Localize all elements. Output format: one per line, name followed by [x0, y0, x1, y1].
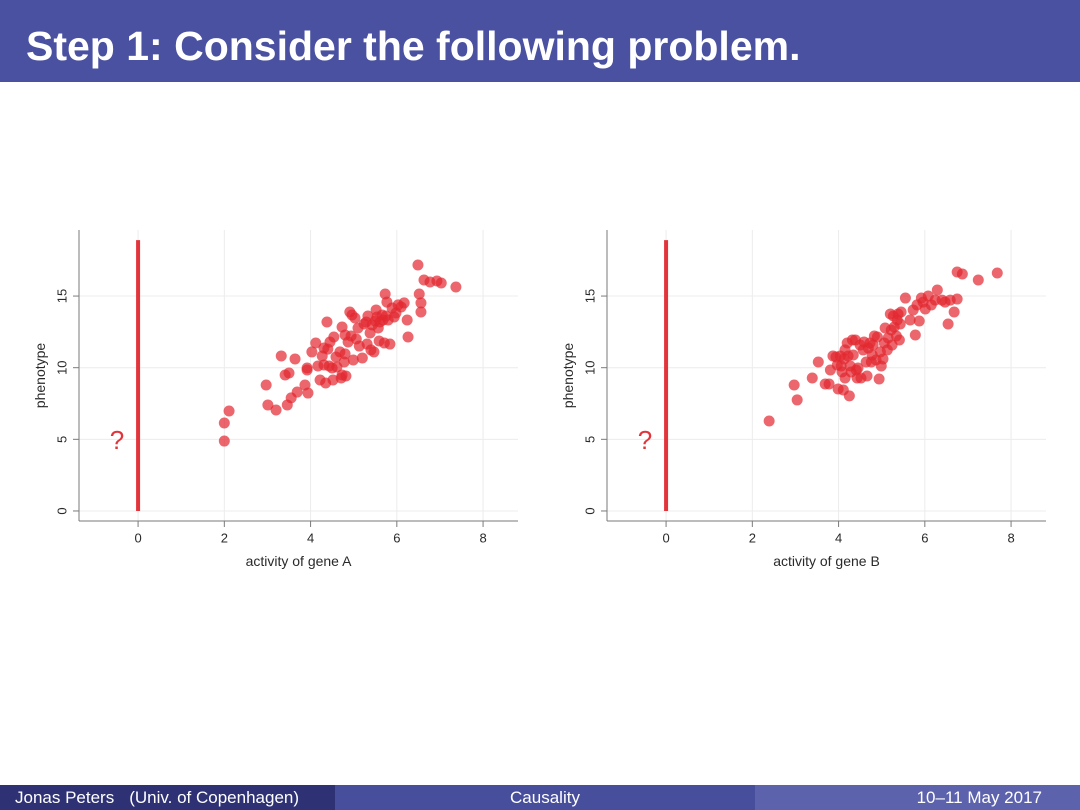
scatter-point [283, 367, 295, 379]
scatter-point [291, 386, 303, 398]
x-tick-label: 2 [221, 531, 228, 546]
scatter-point [398, 297, 410, 309]
scatter-point [306, 346, 318, 358]
scatter-point [310, 337, 322, 349]
scatter-point [942, 318, 954, 330]
scatter-point [893, 334, 905, 346]
scatter-point [909, 329, 921, 341]
scatter-point [402, 331, 414, 343]
scatter-point [991, 267, 1003, 279]
scatter-point [895, 306, 907, 318]
scatter-point [328, 331, 340, 343]
scatter-point [847, 349, 859, 361]
scatter-point [823, 378, 835, 390]
scatter-point [415, 297, 427, 309]
x-tick-label: 0 [134, 531, 141, 546]
scatter-point [412, 259, 424, 271]
y-tick-label: 5 [583, 436, 598, 443]
scatter-point [339, 348, 351, 360]
scatter-point [338, 356, 350, 368]
scatter-point [413, 288, 425, 300]
y-tick-label: 10 [583, 360, 598, 374]
scatter-point [877, 353, 889, 365]
scatter-point [894, 318, 906, 330]
footer-title: Causality [510, 788, 580, 807]
y-tick-label: 10 [55, 360, 70, 374]
scatter-point [347, 354, 359, 366]
scatter-point [852, 362, 864, 374]
scatter-point [356, 352, 368, 364]
scatter-point [349, 312, 361, 324]
footer-author: Jonas Peters [15, 788, 115, 807]
scatter-point [791, 394, 803, 406]
scatter-point [218, 417, 230, 429]
scatter-point [415, 306, 427, 318]
x-tick-label: 6 [393, 531, 400, 546]
scatter-point [218, 435, 230, 447]
scatter-point [450, 281, 462, 293]
scatter-point [270, 404, 282, 416]
scatter-point [788, 379, 800, 391]
scatter-point [289, 353, 301, 365]
x-tick-label: 4 [835, 531, 842, 546]
y-tick-label: 0 [55, 507, 70, 514]
scatter-point [873, 373, 885, 385]
y-tick-label: 15 [55, 289, 70, 303]
scatter-point [368, 346, 380, 358]
footer-author-box: Jonas Peters (Univ. of Copenhagen) [0, 785, 335, 810]
scatter-point [948, 306, 960, 318]
slide-header: Step 1: Consider the following problem. [0, 0, 1080, 82]
scatter-point [301, 364, 313, 376]
y-tick-label: 0 [583, 507, 598, 514]
scatter-point [861, 370, 873, 382]
scatter-point [321, 316, 333, 328]
scatter-point [899, 292, 911, 304]
x-axis-label: activity of gene B [773, 553, 880, 569]
scatter-point [302, 387, 314, 399]
scatter-point [904, 314, 916, 326]
slide-footer: Jonas Peters (Univ. of Copenhagen) Causal… [0, 785, 1080, 810]
question-mark-annotation: ? [638, 425, 652, 455]
x-tick-label: 2 [749, 531, 756, 546]
y-tick-label: 5 [55, 436, 70, 443]
scatter-point [384, 338, 396, 350]
scatter-point [262, 399, 274, 411]
x-tick-label: 4 [307, 531, 314, 546]
scatter-point [843, 390, 855, 402]
scatter-point [931, 284, 943, 296]
scatter-plot-gene-b: 0 2 4 6 8 0 5 10 15 activity of gene B phenotype? [560, 230, 1046, 569]
scatter-point [951, 293, 963, 305]
scatter-point [806, 372, 818, 384]
scatter-point [763, 415, 775, 427]
scatter-point [956, 268, 968, 280]
y-axis-label: phenotype [560, 343, 576, 409]
y-tick-label: 15 [583, 289, 598, 303]
x-axis-label: activity of gene A [246, 553, 353, 569]
scatter-point [260, 379, 272, 391]
x-tick-label: 8 [479, 531, 486, 546]
footer-title-box: Causality [335, 785, 755, 810]
slide-title: Step 1: Consider the following problem. [26, 23, 801, 69]
scatter-point [867, 339, 879, 351]
scatter-point [435, 277, 447, 289]
footer-date: 10–11 May 2017 [916, 788, 1042, 807]
x-tick-label: 0 [662, 531, 669, 546]
scatter-point [275, 350, 287, 362]
scatter-point [340, 370, 352, 382]
scatter-point [812, 356, 824, 368]
footer-date-box: 10–11 May 2017 [755, 785, 1080, 810]
scatter-point [913, 315, 925, 327]
scatter-point [972, 274, 984, 286]
x-tick-label: 8 [1007, 531, 1014, 546]
scatter-point [401, 314, 413, 326]
scatter-plot-gene-a: 0 2 4 6 8 0 5 10 15 activity of gene A phenotype? [32, 230, 518, 569]
footer-institute: (Univ. of Copenhagen) [129, 788, 300, 807]
x-tick-label: 6 [921, 531, 928, 546]
y-axis-label: phenotype [32, 343, 48, 409]
scatter-point [223, 405, 235, 417]
question-mark-annotation: ? [110, 425, 124, 455]
